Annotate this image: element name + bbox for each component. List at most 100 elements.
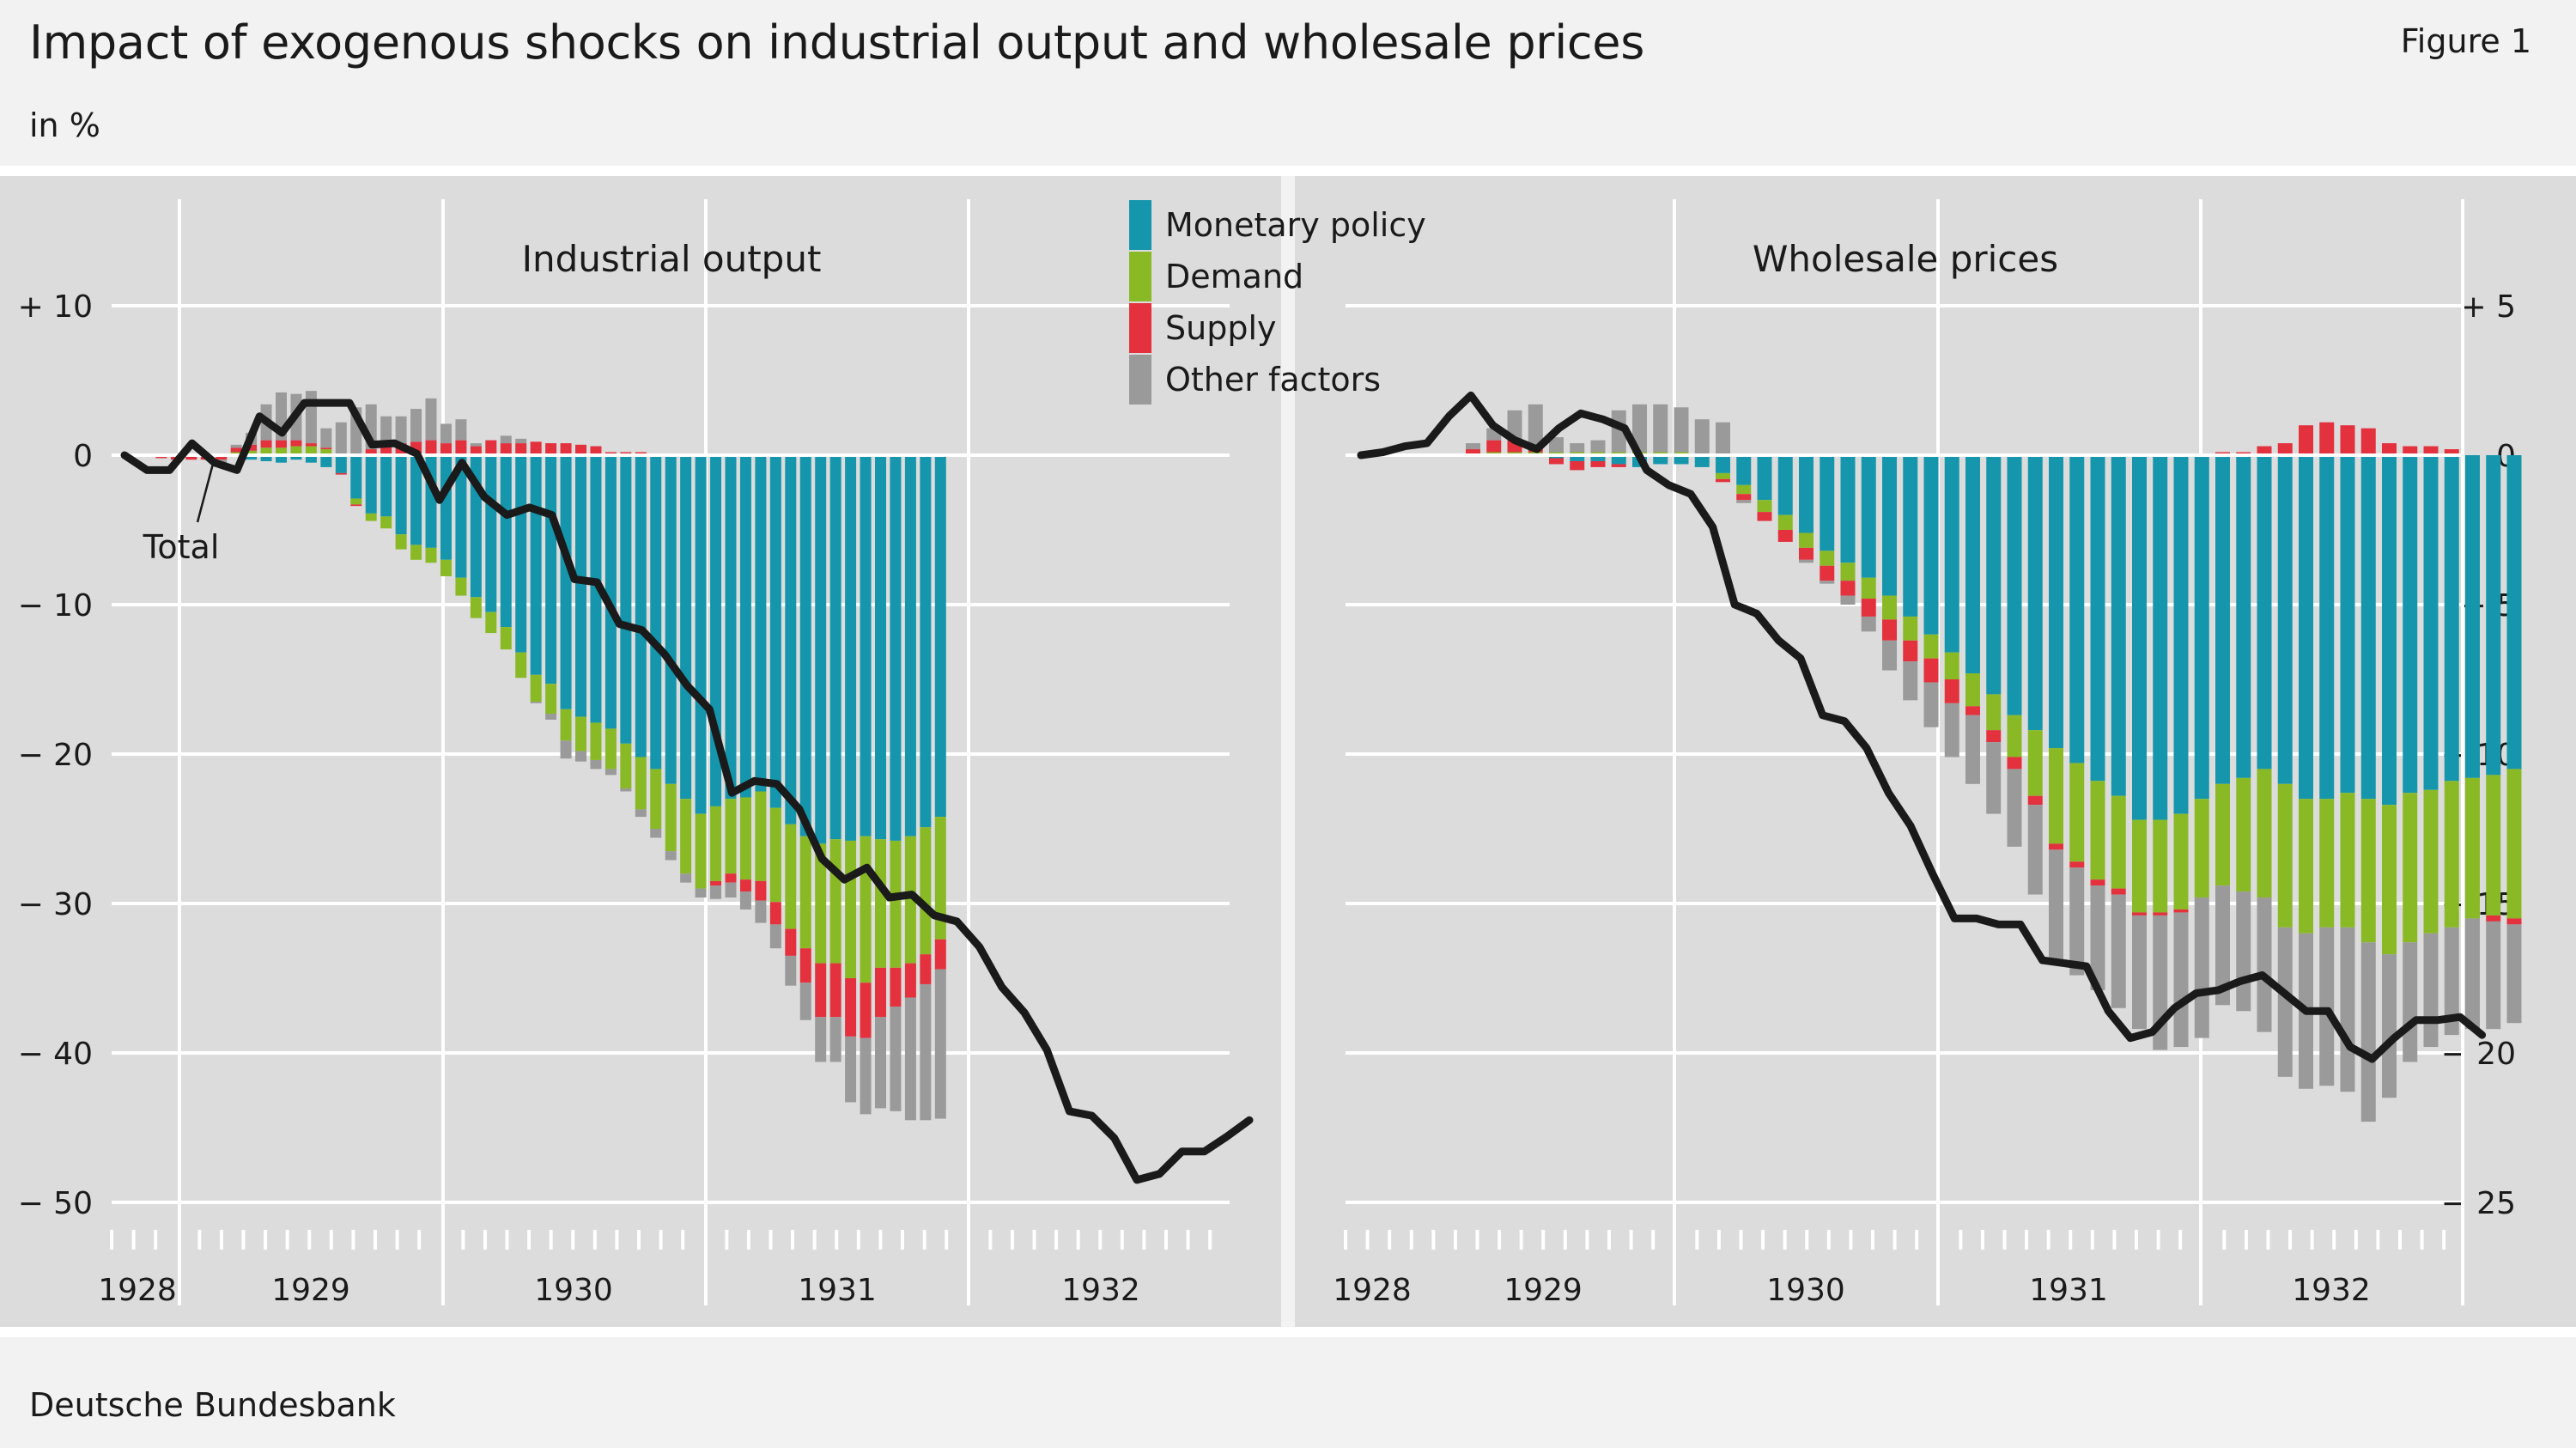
bar-monetary-policy: [2340, 455, 2355, 794]
bar-supply: [829, 963, 841, 1018]
bar-other-factors: [2506, 924, 2522, 1024]
bar-other-factors: [635, 809, 647, 818]
bar-monetary-policy: [440, 455, 452, 560]
bar-demand: [260, 447, 272, 455]
bar-monetary-policy: [665, 455, 677, 784]
bar-supply: [755, 880, 767, 901]
bar-other-factors: [2215, 885, 2230, 1006]
bar-supply: [185, 455, 197, 460]
bar-supply: [769, 902, 781, 925]
bar-monetary-policy: [500, 455, 512, 628]
bar-supply: [230, 447, 242, 453]
bar-monetary-policy: [2444, 455, 2459, 782]
bar-demand: [1986, 694, 2002, 731]
bar-other-factors: [575, 751, 586, 762]
bar-supply: [350, 504, 362, 507]
bar-demand: [2403, 793, 2418, 943]
bar-other-factors: [1549, 437, 1564, 453]
x-year-label: 1930: [534, 1273, 613, 1308]
bar-other-factors: [2444, 927, 2459, 1036]
panel-title: Industrial output: [522, 238, 822, 280]
legend-swatch-demand: [1129, 252, 1151, 301]
bar-demand: [1799, 532, 1814, 548]
bar-demand: [290, 446, 302, 455]
bar-supply: [560, 443, 572, 455]
bar-demand: [2277, 783, 2293, 928]
unit-label: in %: [29, 106, 100, 144]
bar-other-factors: [530, 702, 542, 703]
bar-monetary-policy: [2194, 455, 2209, 800]
bar-supply: [2299, 425, 2313, 455]
bar-monetary-policy: [246, 455, 258, 460]
bar-demand: [1965, 673, 1980, 707]
bar-other-factors: [769, 924, 781, 949]
bar-monetary-policy: [276, 455, 287, 463]
panel-industrial-output: + 10 0 − 10 − 20 − 30 − 40 − 50 Industrial outp…: [0, 176, 1281, 1327]
bar-other-factors: [2486, 921, 2501, 1030]
bar-monetary-policy: [2111, 455, 2126, 796]
bar-other-factors: [410, 409, 422, 442]
x-year-label: 1928: [98, 1273, 177, 1308]
bar-other-factors: [934, 969, 946, 1119]
bar-other-factors: [665, 851, 677, 861]
bar-supply: [500, 443, 512, 455]
bar-supply: [890, 967, 902, 1007]
bar-other-factors: [2173, 912, 2189, 1048]
bar-supply: [1466, 449, 1480, 455]
bar-monetary-policy: [2007, 455, 2022, 715]
bar-supply: [785, 928, 797, 956]
bar-supply: [1736, 494, 1752, 501]
bar-demand: [650, 769, 662, 829]
bar-demand: [2340, 793, 2355, 928]
bar-demand: [1716, 472, 1730, 479]
bar-other-factors: [1944, 703, 1959, 757]
bar-other-factors: [1820, 581, 1835, 584]
bar-other-factors: [470, 443, 482, 447]
bar-other-factors: [829, 1017, 841, 1062]
bar-other-factors: [1736, 500, 1752, 503]
bar-other-factors: [2132, 915, 2147, 1030]
bar-other-factors: [425, 398, 437, 441]
bar-other-factors: [1923, 682, 1939, 727]
bar-supply: [1965, 706, 1980, 715]
bar-supply: [875, 967, 886, 1018]
bar-supply: [2382, 443, 2397, 455]
bar-other-factors: [1716, 422, 1730, 455]
bar-demand: [2215, 783, 2230, 886]
bar-other-factors: [710, 885, 722, 899]
bar-demand: [305, 446, 317, 455]
bar-supply: [305, 443, 317, 447]
bar-demand: [785, 824, 797, 929]
bar-other-factors: [1840, 595, 1856, 605]
bar-other-factors: [395, 416, 407, 444]
bar-demand: [845, 840, 857, 978]
bar-other-factors: [545, 714, 557, 720]
bar-demand: [2257, 769, 2272, 898]
bar-demand: [875, 839, 886, 968]
bar-monetary-policy: [860, 455, 872, 837]
total-annotation-label: Total: [143, 528, 220, 566]
bar-other-factors: [2049, 849, 2063, 961]
bar-monetary-policy: [2382, 455, 2397, 806]
x-year-label: 1929: [1504, 1273, 1583, 1308]
bar-monetary-policy: [1757, 455, 1772, 501]
bar-demand: [2132, 819, 2147, 913]
legend-swatch-other-factors: [1129, 355, 1151, 405]
figure-label: Figure 1: [2400, 22, 2531, 60]
bar-other-factors: [845, 1036, 857, 1103]
x-year-label: 1931: [2029, 1273, 2108, 1308]
bar-supply: [2257, 446, 2272, 455]
bar-monetary-policy: [485, 455, 497, 612]
bar-demand: [2153, 819, 2168, 913]
bar-monetary-policy: [575, 455, 586, 717]
panel-title: Wholesale prices: [1753, 238, 2058, 280]
bar-monetary-policy: [1694, 455, 1710, 467]
bar-supply: [739, 879, 751, 892]
bar-supply: [1716, 478, 1730, 483]
bar-supply: [455, 440, 467, 455]
bar-other-factors: [305, 391, 317, 444]
legend-label: Supply: [1165, 309, 1277, 347]
bar-supply: [934, 939, 946, 970]
x-year-label: 1928: [1333, 1273, 1412, 1308]
